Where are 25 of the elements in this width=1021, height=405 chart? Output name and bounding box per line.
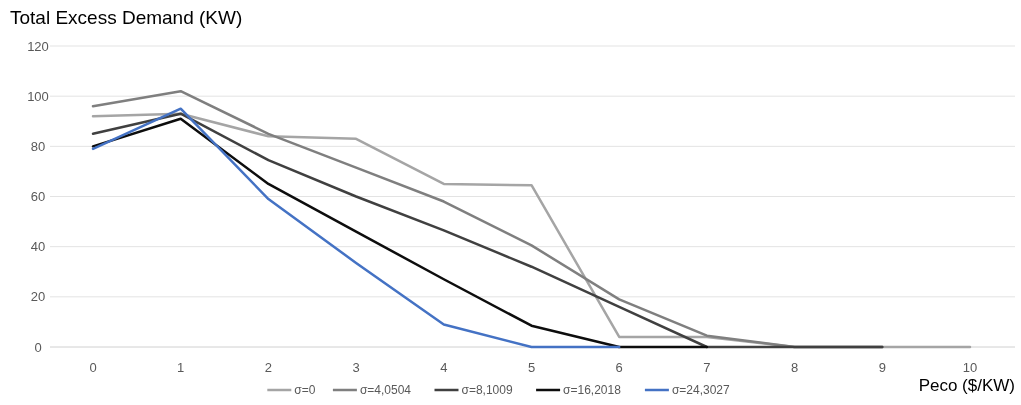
x-tick-label: 0: [89, 360, 97, 375]
x-tick-label: 3: [352, 360, 360, 375]
legend-label: σ=16,2018: [563, 383, 622, 397]
y-tick-label: 0: [34, 339, 42, 355]
legend-label: σ=0: [294, 383, 316, 397]
y-axis-title: Total Excess Demand (KW): [10, 7, 243, 28]
x-tick-label: 9: [878, 360, 886, 375]
y-tick-label: 20: [30, 289, 46, 305]
x-tick-label: 7: [703, 360, 711, 375]
legend-label: σ=4,0504: [359, 383, 412, 397]
y-tick-label: 100: [27, 88, 49, 104]
x-tick-label: 10: [962, 360, 978, 375]
x-tick-label: 5: [527, 360, 536, 375]
legend-label: σ=8,1009: [461, 383, 513, 397]
x-tick-label: 1: [177, 360, 185, 375]
y-tick-label: 120: [27, 38, 49, 54]
x-axis-title: Peco ($/KW): [918, 376, 1015, 395]
x-tick-label: 8: [790, 360, 799, 375]
x-tick-label: 2: [264, 360, 273, 375]
y-tick-label: 80: [30, 138, 46, 154]
x-tick-label: 4: [440, 360, 448, 375]
x-tick-label: 6: [615, 360, 623, 375]
legend-label: σ=24,3027: [671, 383, 731, 397]
y-tick-label: 60: [30, 189, 46, 205]
y-tick-label: 40: [30, 239, 46, 255]
